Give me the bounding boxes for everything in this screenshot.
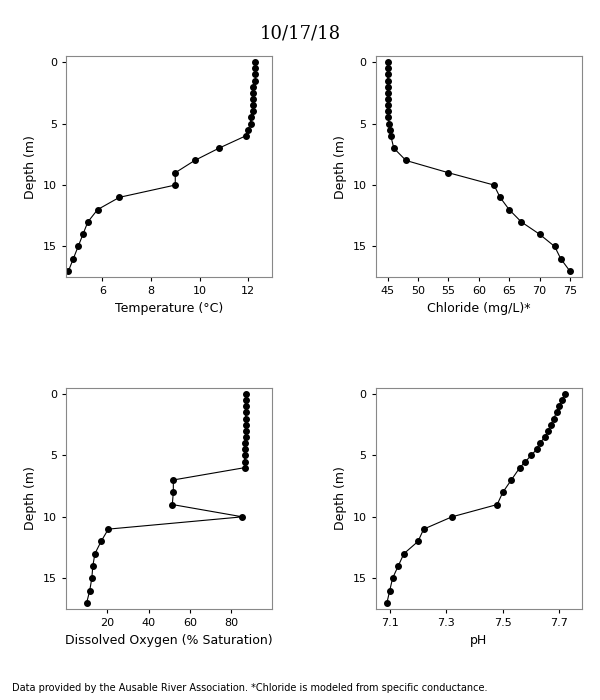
X-axis label: Chloride (mg/L)*: Chloride (mg/L)* xyxy=(427,302,530,315)
X-axis label: Temperature (°C): Temperature (°C) xyxy=(115,302,223,315)
Y-axis label: Depth (m): Depth (m) xyxy=(334,466,347,531)
Text: Data provided by the Ausable River Association. *Chloride is modeled from specif: Data provided by the Ausable River Assoc… xyxy=(12,683,487,693)
Text: 10/17/18: 10/17/18 xyxy=(259,25,341,43)
X-axis label: Dissolved Oxygen (% Saturation): Dissolved Oxygen (% Saturation) xyxy=(65,634,273,647)
X-axis label: pH: pH xyxy=(470,634,487,647)
Y-axis label: Depth (m): Depth (m) xyxy=(25,134,37,199)
Y-axis label: Depth (m): Depth (m) xyxy=(25,466,37,531)
Y-axis label: Depth (m): Depth (m) xyxy=(334,134,347,199)
